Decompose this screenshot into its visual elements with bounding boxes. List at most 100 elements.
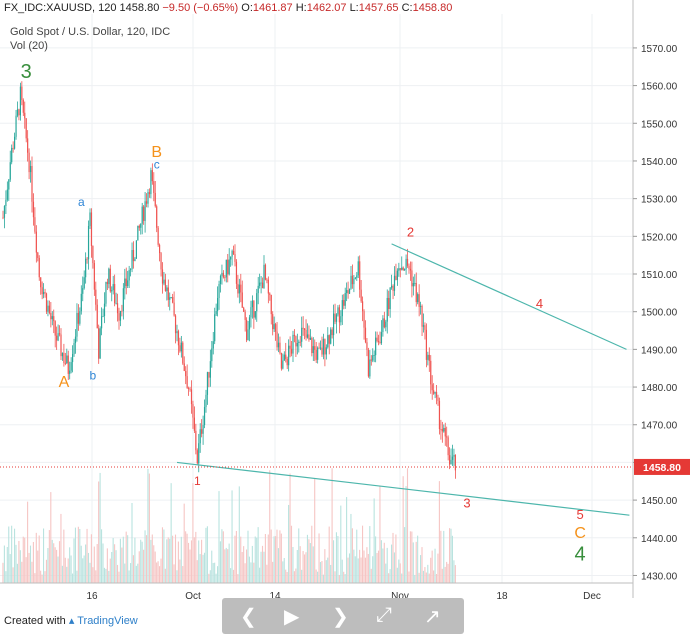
time-tick-label: 14 <box>269 591 281 602</box>
candle-body <box>125 278 127 286</box>
volume-bar <box>61 565 63 583</box>
candle-body <box>67 355 69 374</box>
volume-bar <box>433 570 435 583</box>
volume-bar <box>341 559 343 583</box>
candle-body <box>89 212 91 226</box>
candle-body <box>248 317 251 330</box>
volume-bar <box>8 526 10 583</box>
volume-bar <box>73 538 75 583</box>
candle-body <box>375 337 377 356</box>
volume-bar <box>331 468 333 583</box>
candle-body <box>409 268 412 271</box>
candle-body <box>402 267 404 271</box>
volume-bar <box>27 501 29 583</box>
volume-bar <box>103 567 105 583</box>
candle-body <box>19 86 21 116</box>
volume-bar <box>130 563 132 583</box>
candle-body <box>24 112 26 119</box>
candle-body <box>18 109 20 116</box>
candle-body <box>102 315 104 317</box>
candle-body <box>254 311 256 318</box>
candle-body <box>179 345 181 352</box>
volume-bar <box>174 534 177 583</box>
volume-bar <box>147 468 149 583</box>
candle-body <box>370 359 372 361</box>
candle-body <box>241 292 243 308</box>
volume-bar <box>193 537 195 583</box>
volume-bar <box>376 552 378 583</box>
share-icon[interactable]: ↗ <box>424 606 441 628</box>
fullscreen-icon[interactable]: ⤢ <box>376 604 392 626</box>
volume-bar <box>132 555 134 583</box>
footer: Created with ▴ TradingView <box>4 614 138 627</box>
candle-body <box>453 454 455 457</box>
candle-body <box>118 313 120 321</box>
volume-bar <box>372 556 374 583</box>
candle-body <box>344 292 346 306</box>
candle-body <box>53 316 55 322</box>
volume-bar <box>273 536 275 583</box>
candle-body <box>85 258 87 278</box>
volume-bar <box>95 570 97 583</box>
volume-bar <box>402 476 404 583</box>
candle-body <box>340 316 342 323</box>
candle-body <box>11 147 13 163</box>
volume-bar <box>80 545 82 583</box>
play-icon[interactable]: ▶ <box>284 606 300 628</box>
wave-label: 5 <box>576 507 583 522</box>
candle-body <box>114 284 116 304</box>
candle-body <box>215 311 217 315</box>
back-icon[interactable]: ❮ <box>240 606 257 628</box>
candle-body <box>138 225 140 228</box>
forward-icon[interactable]: ❯ <box>332 606 349 628</box>
candle-body <box>454 454 456 471</box>
candle-body <box>414 282 416 284</box>
candle-body <box>209 361 211 378</box>
volume-bar <box>176 570 178 583</box>
candle-body <box>176 331 178 334</box>
volume-bar <box>215 573 217 583</box>
volume-bar <box>389 569 391 583</box>
candle-body <box>170 297 172 298</box>
volume-bar <box>5 571 7 583</box>
candle-body <box>15 115 17 137</box>
candle-body <box>449 455 451 465</box>
candle-body <box>145 201 148 204</box>
volume-bar <box>2 562 4 583</box>
candle-body <box>32 201 35 218</box>
candle-body <box>185 371 187 377</box>
volume-bar <box>244 563 246 583</box>
volume-bar <box>231 490 233 583</box>
volume-bar <box>314 478 316 583</box>
candle-body <box>279 342 281 353</box>
volume-bar <box>257 527 259 583</box>
volume-bar <box>247 530 249 583</box>
volume-bar <box>393 552 395 583</box>
price-tick-label: 1440.00 <box>641 534 678 545</box>
candle-body <box>16 109 19 116</box>
candle-body <box>376 337 378 342</box>
volume-bar <box>34 573 36 583</box>
candle-body <box>112 284 114 291</box>
volume-bar <box>196 560 198 583</box>
candle-body <box>338 307 340 323</box>
candle-body <box>411 270 413 287</box>
candle-body <box>296 342 298 347</box>
candle-body <box>447 437 449 456</box>
volume-bar <box>180 536 182 583</box>
candle-body <box>260 282 262 284</box>
volume-bar <box>212 562 214 583</box>
candle-body <box>101 316 103 329</box>
volume-bar <box>109 558 111 583</box>
candle-body <box>318 347 320 349</box>
candle-body <box>122 288 124 312</box>
candle-body <box>38 257 40 278</box>
volume-bar <box>170 483 172 583</box>
candle-body <box>203 407 206 426</box>
candle-body <box>92 245 94 264</box>
volume-bar <box>364 557 366 583</box>
volume-bar <box>224 549 226 583</box>
volume-bar <box>47 548 49 583</box>
volume-bar <box>434 548 436 583</box>
